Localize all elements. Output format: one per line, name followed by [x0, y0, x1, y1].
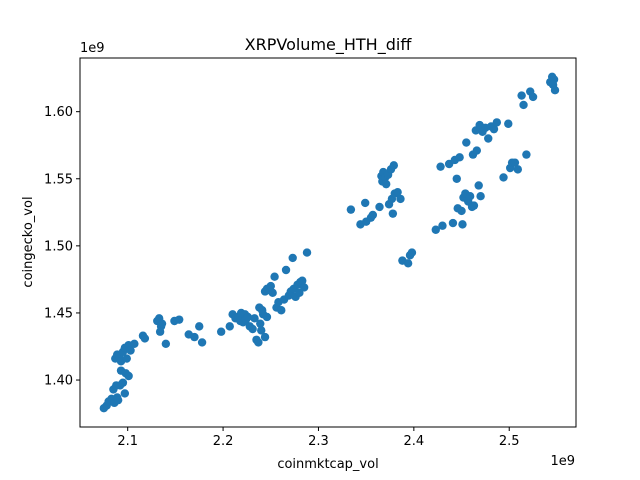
scatter-point	[266, 281, 275, 291]
y-tick-label: 1.50	[44, 239, 73, 254]
y-axis-label: coingecko_vol	[21, 196, 36, 287]
y-tick-label: 1.55	[44, 172, 73, 187]
scatter-point	[122, 354, 131, 363]
scatter-point	[257, 326, 266, 335]
scatter-point	[513, 165, 523, 174]
scatter-point	[462, 138, 471, 147]
scatter-point	[393, 187, 402, 197]
scatter-point	[190, 332, 199, 342]
scatter-point	[528, 92, 538, 102]
scatter-point	[455, 153, 464, 162]
scatter-point	[469, 201, 479, 210]
scatter-point	[517, 91, 526, 100]
scatter-point	[472, 146, 481, 155]
scatter-point	[262, 312, 272, 322]
scatter-point	[270, 272, 279, 281]
scatter-point	[519, 100, 528, 110]
scatter-point	[197, 338, 207, 347]
x-axis-label: coinmktcap_vol	[277, 457, 378, 472]
axis-ticks: 2.1 2.2 2.3 2.4 2.5 1.40 1.45 1.50 1.55 1.60	[44, 105, 520, 449]
scatter-point	[277, 306, 286, 315]
scatter-point	[361, 198, 370, 208]
scatter-point	[295, 288, 304, 298]
scatter-point	[299, 283, 309, 292]
scatter-point	[448, 218, 458, 228]
scatter-point	[368, 210, 378, 220]
scatter-point	[388, 209, 398, 218]
scatter-point	[260, 332, 270, 342]
scatter-point	[484, 134, 493, 143]
scatter-point	[389, 161, 399, 170]
data-points	[99, 72, 560, 413]
scatter-point	[113, 395, 123, 405]
scatter-point	[124, 371, 133, 381]
scatter-point	[243, 312, 253, 322]
scatter-point	[281, 265, 291, 275]
scatter-point	[438, 221, 447, 230]
x-tick-label: 2.4	[404, 434, 425, 449]
scatter-point	[257, 306, 267, 315]
scatter-point	[250, 314, 259, 323]
x-offset-label: 1e9	[550, 454, 575, 469]
scatter-point	[375, 202, 384, 212]
y-offset-label: 1e9	[80, 41, 105, 56]
scatter-point	[195, 322, 204, 331]
scatter-point	[118, 378, 128, 387]
scatter-point	[489, 124, 499, 134]
scatter-point	[504, 119, 513, 128]
scatter-point	[288, 253, 297, 263]
y-tick-label: 1.45	[44, 306, 73, 321]
scatter-point	[403, 259, 413, 268]
scatter-point	[254, 338, 263, 347]
scatter-point	[476, 192, 485, 201]
y-tick-label: 1.60	[44, 105, 73, 120]
scatter-point	[346, 205, 356, 214]
scatter-point	[407, 248, 417, 257]
scatter-point	[175, 315, 184, 324]
scatter-point	[452, 174, 461, 183]
scatter-point	[302, 248, 312, 257]
scatter-point	[268, 288, 277, 298]
scatter-point	[465, 192, 475, 201]
x-tick-label: 2.2	[213, 434, 234, 449]
scatter-point	[120, 389, 130, 398]
x-tick-label: 2.5	[499, 434, 520, 449]
scatter-point	[436, 162, 445, 171]
x-tick-label: 2.1	[117, 434, 138, 449]
scatter-point	[457, 206, 466, 216]
scatter-point	[510, 158, 520, 167]
x-tick-label: 2.3	[308, 434, 329, 449]
scatter-point	[458, 220, 467, 229]
scatter-point	[492, 118, 502, 127]
scatter-point	[157, 319, 167, 328]
scatter-point	[499, 173, 508, 182]
scatter-point	[126, 346, 135, 355]
scatter-point	[155, 327, 165, 336]
scatter-point	[256, 319, 265, 328]
scatter-point	[396, 194, 405, 204]
scatter-point	[248, 324, 257, 334]
scatter-point	[161, 339, 171, 349]
scatter-point	[225, 322, 234, 331]
scatter-point	[381, 179, 391, 189]
scatter-point	[548, 80, 558, 90]
scatter-point	[298, 276, 307, 285]
scatter-point	[522, 150, 531, 159]
scatter-point	[431, 225, 440, 234]
scatter-point	[216, 327, 226, 336]
scatter-point	[474, 181, 483, 190]
scatter-point	[112, 381, 121, 390]
chart-title: XRPVolume_HTH_diff	[245, 35, 413, 55]
plot-area-frame	[79, 57, 577, 428]
scatter-point	[130, 339, 139, 349]
y-tick-label: 1.40	[44, 374, 73, 389]
scatter-point	[140, 334, 150, 343]
